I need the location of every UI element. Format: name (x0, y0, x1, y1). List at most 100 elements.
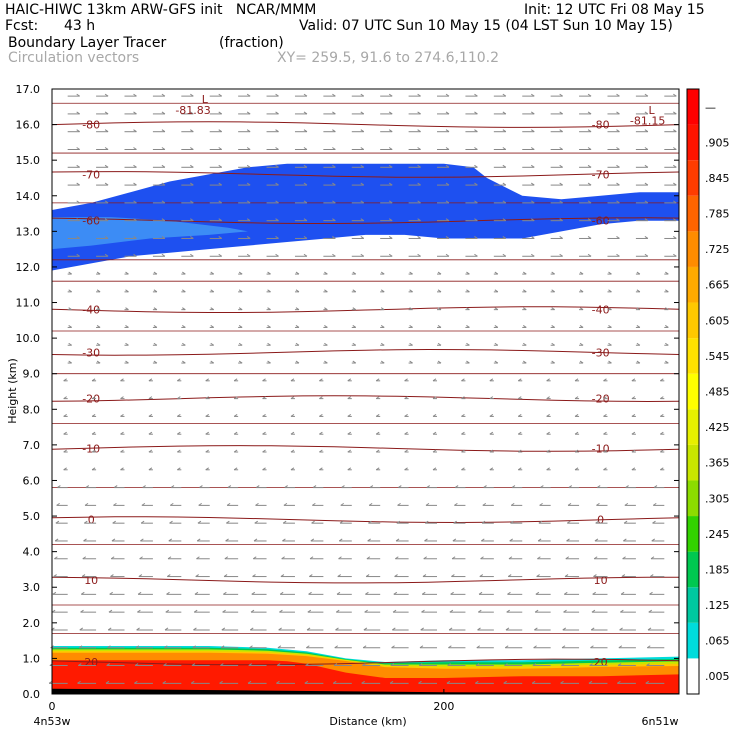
vector-head (336, 591, 341, 595)
vector-head (503, 680, 507, 684)
isotherm (51, 576, 679, 584)
vector-head (502, 182, 507, 186)
vector-head (365, 574, 370, 577)
vector-head (352, 342, 357, 346)
vector-head (226, 520, 230, 524)
vector-head (303, 147, 308, 150)
vector-head (603, 449, 607, 453)
vector-head (432, 396, 437, 400)
vector-head (133, 236, 137, 239)
vector-head (360, 218, 365, 222)
isotherm-label: -40 (82, 304, 100, 317)
vector-head (79, 627, 84, 631)
vector-head (652, 520, 656, 524)
vector-head (218, 129, 223, 133)
vector-head (91, 396, 96, 400)
vector-head (461, 467, 465, 471)
vector-head (616, 182, 620, 186)
vector-head (546, 378, 550, 382)
vector-head (448, 645, 452, 649)
vector-head (660, 396, 664, 400)
vector-head (334, 645, 339, 649)
vector-head (104, 111, 109, 115)
vector-head (148, 449, 153, 453)
vector-head (167, 556, 172, 560)
vector-head (177, 378, 181, 382)
isotherm-label: 10 (594, 574, 608, 587)
vector-head (194, 591, 199, 595)
vector-head (390, 663, 395, 666)
vector-head (76, 111, 80, 115)
isotherm-label: 0 (597, 514, 604, 527)
vector-head (559, 111, 563, 115)
vector-head (279, 591, 284, 595)
vector-head (68, 271, 72, 275)
vector-head (295, 360, 300, 364)
vector-head (594, 538, 599, 542)
vector-head (110, 574, 114, 577)
vector-head (305, 663, 309, 666)
isotherm-label: -40 (592, 304, 610, 317)
vector-head (511, 485, 516, 489)
vector-head (311, 520, 315, 524)
vector-head (538, 520, 543, 524)
vector-head (476, 645, 481, 649)
vector-head (645, 680, 650, 684)
vector-head (445, 182, 450, 186)
vector-head (494, 325, 499, 328)
vector-head (660, 449, 664, 453)
vector-head (192, 645, 196, 649)
vector-head (332, 164, 336, 168)
vector-head (137, 609, 141, 613)
vector-head (319, 431, 323, 435)
vector-head (474, 129, 478, 133)
vector-head (106, 663, 110, 666)
vector-head (394, 574, 398, 577)
x-start-label: 4n53w (34, 715, 71, 728)
vector-head (54, 538, 59, 542)
vector-label: Circulation vectors (8, 50, 140, 66)
vector-head (660, 378, 664, 382)
vector-head (108, 609, 113, 613)
vector-head (505, 627, 510, 631)
vector-head (579, 325, 584, 328)
colorbar-label: .185 (705, 563, 730, 576)
vector-head (445, 129, 450, 133)
vector-head (335, 627, 339, 631)
colorbar-swatch (687, 551, 699, 588)
vector-head (380, 289, 385, 293)
y-axis-label: Height (km) (6, 358, 19, 424)
vector-head (347, 396, 352, 400)
vector-head (393, 591, 398, 595)
vector-head (182, 307, 186, 311)
vector-head (395, 538, 400, 542)
vector-head (478, 609, 482, 613)
vector-head (190, 680, 195, 684)
isotherm-label: -80 (82, 119, 100, 132)
vector-head (392, 627, 396, 631)
vector-head (559, 93, 563, 97)
vector-head (81, 591, 85, 595)
vector-head (182, 342, 186, 346)
vector-head (566, 520, 571, 524)
vector-head (76, 182, 80, 186)
vector-head (504, 645, 509, 649)
vector-head (631, 378, 636, 382)
vector-head (404, 449, 408, 453)
vector-head (290, 431, 295, 435)
vector-head (91, 431, 96, 435)
vector-head (522, 271, 527, 275)
vector-head (644, 93, 649, 97)
vector-head (660, 431, 664, 435)
colorbar-swatch (687, 373, 699, 410)
vector-head (532, 663, 537, 666)
vector-head (332, 93, 336, 97)
vector-head (218, 182, 223, 186)
vector-head (534, 627, 538, 631)
vector-head (282, 538, 286, 542)
vector-head (445, 218, 450, 222)
vector-head (489, 431, 494, 435)
vector-head (587, 111, 592, 115)
vector-head (111, 538, 116, 542)
vector-head (161, 93, 166, 97)
